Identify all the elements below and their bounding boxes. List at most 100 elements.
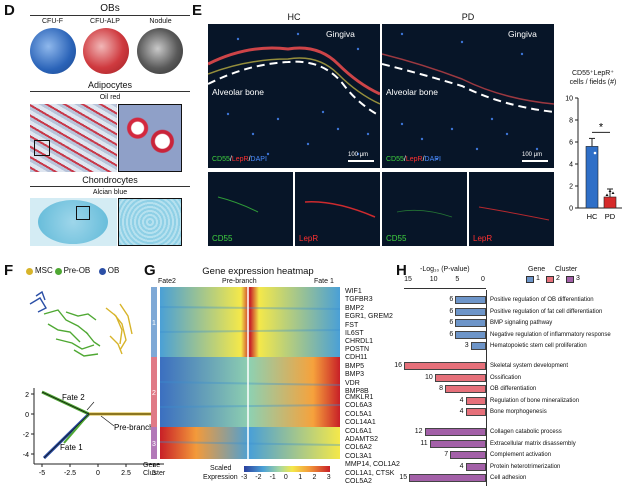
g-gene-label: MMP14, COL1A2 [345, 461, 400, 469]
h-bar-value: 6 [449, 330, 454, 338]
hc-legend-dapi: DAPI [250, 156, 267, 163]
g-gene-label: COL1A1, CTSK [345, 469, 395, 477]
h-term-label: Positive regulation of OB differentiatio… [490, 297, 594, 303]
pd-lepr-image: LepR [469, 172, 554, 246]
g-scale-tick: -3 [241, 474, 248, 481]
h-bar-value: 15 [399, 474, 408, 482]
pd-scale-label: 100 μm [522, 152, 543, 158]
g-gene-label: VDR [345, 379, 360, 387]
h-bar [465, 396, 486, 405]
hc-gingiva-label: Gingiva [326, 29, 355, 39]
h-bar [429, 439, 486, 448]
cfu-f-dish-image [30, 28, 76, 74]
g-gene-label: COL6A3 [345, 402, 372, 410]
hc-immunofluorescence-image: Gingiva Alveolar bone CD55/LepR/DAPI 100… [208, 24, 380, 168]
g-footer-cluster: Cluster [143, 470, 166, 477]
panel-label-e: E [192, 2, 203, 19]
f-x-tick-label: -2.5 [64, 470, 76, 477]
f-legend-dot [26, 268, 33, 275]
oil-red-zoom-box [34, 140, 50, 156]
f-branch-mix [63, 413, 90, 444]
hc-lower-cd55-label: CD55 [212, 234, 233, 243]
g-gene-label: CHRDL1 [345, 338, 374, 346]
g-heatmap: 1 2 3 [151, 287, 341, 459]
g-gene-label: COL5A2 [345, 478, 372, 485]
g-gene-label: COL6A1 [345, 427, 372, 435]
nodule-dish-image [137, 28, 183, 74]
dish-label-nodule: Nodule [149, 18, 172, 25]
alcian-zoom-image [118, 198, 182, 246]
g-gene-list: WIF1 TGFBR3 BMP2 EGR1, GREM2 FST IL6ST CHRDL1 P… [345, 288, 425, 488]
hc-legend-cd55: CD55 [212, 156, 230, 163]
h-bar [424, 428, 486, 436]
e-y-tick-label: 4 [569, 162, 573, 169]
h-legend-swatch [526, 276, 534, 283]
column-label-pd: PD [461, 12, 475, 22]
f-pointer-prebranch [100, 415, 115, 427]
h-legend: 1 2 3 [526, 275, 626, 285]
panel-label-g: G [144, 262, 156, 279]
g-heatmap-block-cluster3 [160, 427, 340, 459]
g-cluster-bar-1 [151, 287, 157, 357]
g-col-fate1: Fate 1 [314, 278, 334, 285]
h-bar [455, 319, 486, 328]
panel-label-h: H [396, 262, 407, 279]
alcian-zoom-box [76, 206, 90, 220]
h-axis-tick: 5 [455, 276, 460, 283]
h-baseline [486, 290, 487, 486]
g-gene-label: WIF1 [345, 288, 362, 295]
f-x-tick-label: -5 [39, 470, 45, 477]
h-bar-value: 12 [414, 428, 423, 435]
e-significance-star: * [599, 121, 604, 133]
pd-lower-cd55-label: CD55 [386, 234, 407, 243]
cfu-alp-dish-image [83, 28, 129, 74]
hc-scale-label: 100 μm [348, 152, 369, 158]
f-label-fate2: Fate 2 [62, 393, 85, 402]
h-bar-value: 11 [420, 439, 428, 447]
adipocytes-underline [30, 91, 190, 92]
f-trajectory-plot: 2 0 -2 -4 -5 -2.5 0 2.5 5 Fate 2 Fate 1 Pre-branch [23, 388, 164, 477]
g-gene-label: CMKLR1 [345, 394, 374, 401]
g-heatmap-block-cluster2 [160, 357, 340, 427]
e-bar-hc [585, 146, 599, 209]
f-x-tick-label: 0 [96, 470, 100, 477]
f-label-prebranch: Pre-branch [114, 423, 154, 432]
dish-label-cfu-f: CFU-F [42, 18, 63, 25]
h-bar [445, 385, 486, 394]
h-bar-value: 7 [444, 451, 449, 459]
h-axis-tick: 15 [404, 276, 412, 283]
e-bar-pd [603, 196, 617, 209]
g-scale-title-1: Scaled [210, 465, 232, 472]
h-term-label: Collagen catabolic process [490, 429, 562, 435]
hc-lepr-image: LepR [295, 172, 380, 246]
e-dot-pd [608, 189, 612, 193]
f-trajectory-line [41, 391, 90, 415]
hc-legend-lepr: LepR [231, 156, 249, 163]
h-bar [455, 307, 486, 316]
g-cluster-bar-3 [151, 427, 157, 459]
h-bar-value: 10 [424, 373, 433, 381]
h-axis-title: -Log₁₀ (P-value) [420, 266, 470, 273]
h-axis-ticks: 15 10 5 0 [398, 276, 490, 286]
g-cluster-id-1: 1 [152, 320, 156, 327]
alcian-pellet [38, 200, 108, 244]
h-term-label: Protein heterotrimerization [490, 463, 561, 470]
h-bar-value: 3 [464, 342, 469, 350]
e-chart-title-line2: cells / fields (#) [569, 79, 617, 86]
f-trajectory-line [43, 413, 90, 459]
e-dot-pd [611, 191, 615, 195]
chondrocytes-underline [30, 186, 190, 187]
g-gene-label: BMP5 [345, 362, 365, 370]
oil-red-label: Oil red [99, 94, 121, 101]
e-y-tick-label: 8 [569, 118, 573, 125]
g-footer-gene: Gene [143, 462, 161, 469]
f-legend-label: Pre-OB [63, 266, 91, 275]
g-gene-label: EGR1, GREM2 [345, 313, 393, 321]
alcian-blue-label: Alcian blue [92, 189, 128, 196]
h-legend-label: 1 [536, 275, 540, 282]
pd-scale-bar [522, 160, 548, 162]
h-bar-value: 4 [459, 408, 464, 416]
g-scale-title-2: Expression [203, 474, 238, 481]
hc-lower-lepr-label: LepR [299, 234, 319, 243]
e-x-label: PD [605, 212, 616, 221]
